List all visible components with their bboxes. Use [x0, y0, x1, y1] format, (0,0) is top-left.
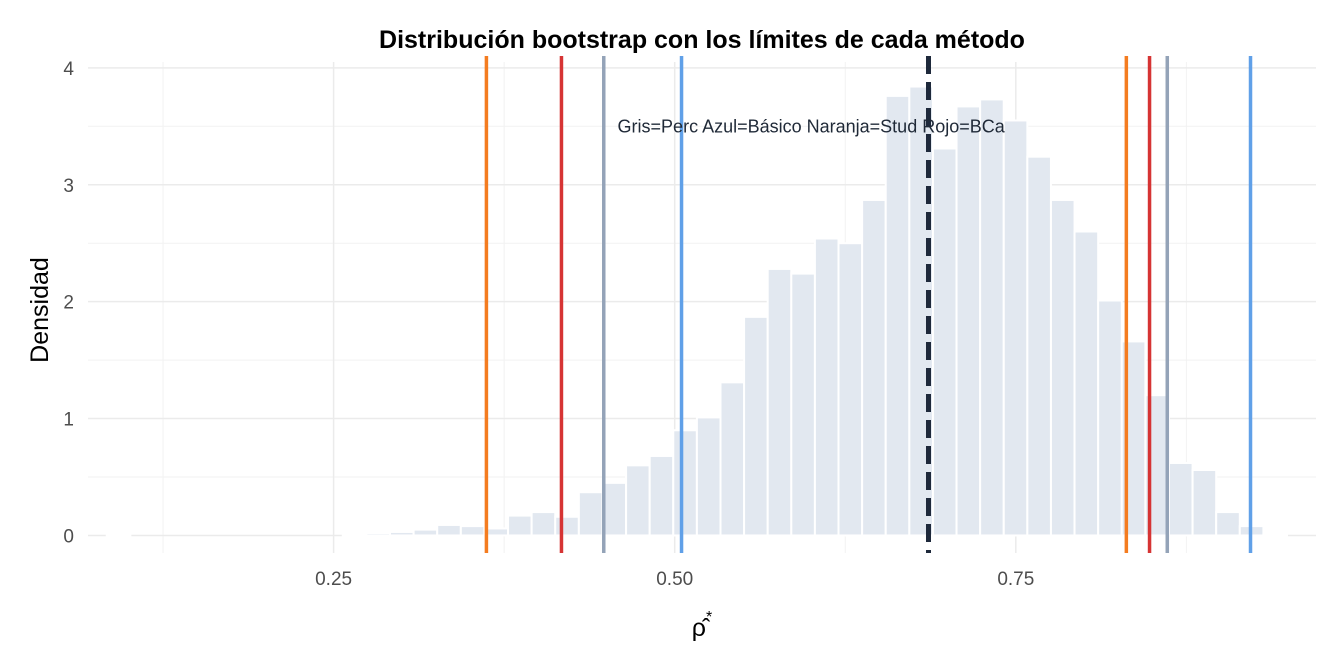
- method-legend-annotation: Gris=Perc Azul=Básico Naranja=Stud Rojo=…: [618, 116, 1006, 136]
- histogram-bar: [908, 85, 934, 537]
- x-tick-label: 0.50: [656, 569, 693, 590]
- histogram-bar: [719, 381, 746, 537]
- histogram-bar: [601, 481, 628, 537]
- histogram-bar: [389, 530, 415, 537]
- histogram-bar: [695, 416, 722, 537]
- histogram-bar: [743, 315, 769, 537]
- histogram-bar: [861, 198, 887, 537]
- histogram-bar: [955, 105, 982, 537]
- y-tick-label: 4: [63, 59, 74, 80]
- histogram-bar: [1026, 155, 1052, 537]
- histogram-bar: [105, 533, 132, 537]
- interval-limit-lines: [484, 56, 1253, 553]
- y-tick-label: 1: [63, 410, 74, 431]
- histogram-bar: [554, 515, 580, 537]
- chart-title: Distribución bootstrap con los límites d…: [379, 26, 1025, 54]
- histogram-bar: [577, 491, 604, 537]
- histogram-bar: [979, 98, 1005, 537]
- histogram-bar: [1215, 511, 1241, 537]
- histogram-bar: [341, 533, 368, 537]
- histogram-bar: [1167, 461, 1194, 537]
- x-tick-label: 0.75: [997, 569, 1034, 590]
- histogram-bar: [931, 147, 958, 537]
- y-tick-label: 0: [63, 526, 74, 547]
- x-tick-label: 0.25: [315, 569, 352, 590]
- histogram-bar: [766, 267, 793, 537]
- histogram-bar: [648, 454, 675, 537]
- histogram-bar: [507, 514, 533, 537]
- histogram-bar: [1073, 230, 1100, 537]
- y-tick-label: 2: [63, 293, 74, 314]
- histogram-bar: [837, 242, 864, 537]
- x-axis-title: ρ̂*: [692, 609, 712, 642]
- histogram-bar: [672, 429, 698, 537]
- histogram-bar: [1002, 119, 1029, 537]
- axis-ticks: 0.25 0.50 0.75 0 1 2 3 4: [63, 59, 1034, 590]
- histogram-bar: [1262, 533, 1289, 537]
- y-tick-label: 3: [63, 176, 74, 197]
- histogram-bar: [530, 511, 557, 537]
- histogram-bar: [790, 272, 816, 537]
- y-axis-title: Densidad: [26, 257, 54, 363]
- histogram-bar: [1191, 468, 1218, 537]
- histogram-bar: [813, 237, 840, 537]
- histogram-bar: [1049, 198, 1076, 537]
- histogram-bar: [884, 94, 911, 537]
- histogram-bar: [1097, 299, 1123, 537]
- histogram-bar: [436, 523, 462, 537]
- histogram-bar: [459, 525, 486, 537]
- histogram-bars: [105, 85, 1289, 537]
- histogram-bar: [412, 528, 439, 537]
- histogram-bar: [625, 464, 651, 537]
- histogram-bar: [365, 532, 392, 537]
